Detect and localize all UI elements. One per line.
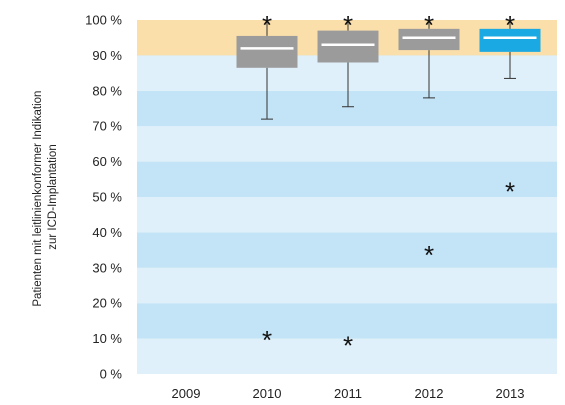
box-body-2011: [317, 30, 379, 63]
box-2011: **: [317, 10, 379, 360]
background-band-20-30: [137, 267, 557, 304]
y-tick-label-50: 50 %: [92, 190, 122, 205]
outlier-2012-1: *: [424, 240, 434, 270]
x-tick-label-2011: 2011: [334, 386, 362, 401]
y-axis-ticks: 0 % 10 % 20 % 30 % 40 % 50 % 60 % 70 % 80 % 90 % 1…: [85, 13, 122, 382]
x-axis-ticks: 2009 2010 2011 2012 2013: [172, 386, 525, 401]
background-band-0-10: [137, 338, 557, 374]
y-tick-label-90: 90 %: [92, 48, 122, 63]
background-band-10-20: [137, 303, 557, 339]
y-tick-label-40: 40 %: [92, 225, 122, 240]
background-band-60-70: [137, 126, 557, 162]
outlier-2012-0: *: [424, 10, 434, 40]
y-axis-title: Patienten mit leitlinienkonformer Indika…: [32, 87, 59, 306]
x-tick-label-2009: 2009: [172, 386, 201, 401]
outlier-2011-0: *: [343, 10, 353, 40]
y-tick-label-60: 60 %: [92, 154, 122, 169]
y-tick-label-100: 100 %: [85, 13, 122, 28]
outlier-2010-0: *: [262, 10, 272, 40]
background-band-70-80: [137, 90, 557, 127]
outlier-2013-1: *: [505, 176, 515, 206]
box-body-2012: [398, 28, 460, 51]
box-body-2013: [479, 28, 541, 52]
y-tick-label-30: 30 %: [92, 260, 122, 275]
box-body-2010: [236, 35, 298, 68]
y-tick-label-80: 80 %: [92, 83, 122, 98]
outlier-2011-1: *: [343, 330, 353, 360]
background-band-50-60: [137, 161, 557, 197]
y-tick-label-10: 10 %: [92, 331, 122, 346]
y-tick-label-0: 0 %: [100, 367, 123, 382]
box-2010: **: [236, 10, 298, 355]
x-tick-label-2010: 2010: [253, 386, 282, 401]
y-tick-label-70: 70 %: [92, 119, 122, 134]
y-axis-title-line-2: zur ICD-Implantation: [47, 144, 59, 249]
box-2013: **: [479, 10, 541, 206]
box-2012: **: [398, 10, 460, 270]
x-tick-label-2012: 2012: [415, 386, 444, 401]
outlier-2010-1: *: [262, 325, 272, 355]
x-tick-label-2013: 2013: [496, 386, 525, 401]
y-tick-label-20: 20 %: [92, 296, 122, 311]
background-band-40-50: [137, 197, 557, 233]
boxes-group: ********: [236, 10, 541, 360]
background-band-30-40: [137, 232, 557, 268]
y-axis-title-line-1: Patienten mit leitlinienkonformer Indika…: [32, 91, 44, 307]
outlier-2013-0: *: [505, 10, 515, 40]
background-bands: [137, 20, 557, 374]
